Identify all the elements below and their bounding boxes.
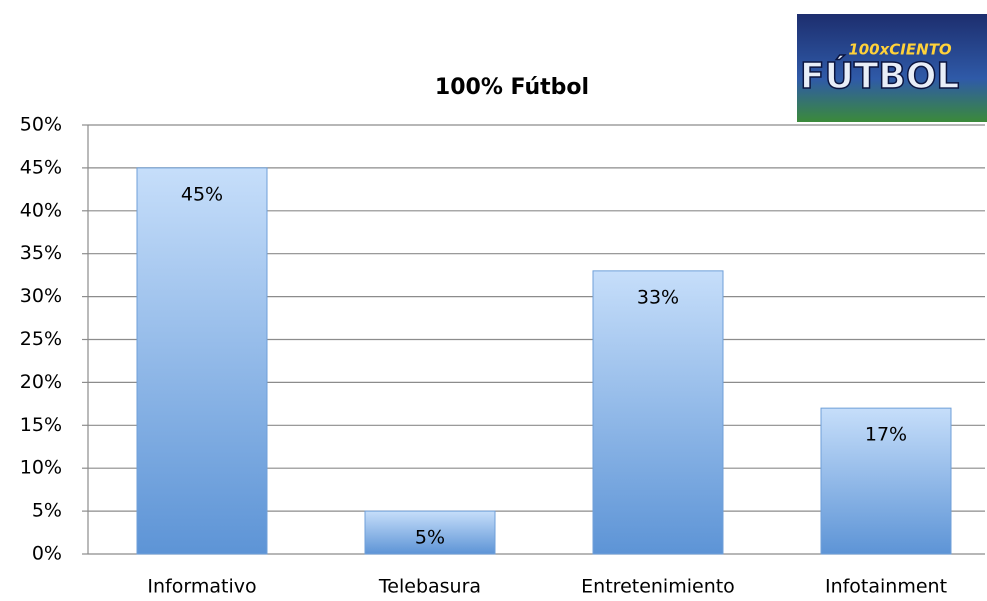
x-tick-label: Informativo: [147, 576, 256, 598]
y-tick-label: 15%: [20, 414, 62, 436]
logo-main: FÚTBOL: [800, 55, 959, 97]
y-tick-label: 5%: [32, 500, 62, 522]
y-tick-label: 10%: [20, 457, 62, 479]
y-tick-label: 30%: [20, 285, 62, 307]
y-tick-label: 40%: [20, 199, 62, 221]
x-tick-label: Telebasura: [378, 576, 481, 598]
chart-title: 100% Fútbol: [435, 75, 589, 100]
bar: [137, 168, 267, 554]
y-tick-label: 50%: [20, 114, 62, 136]
y-tick-label: 45%: [20, 156, 62, 178]
x-tick-label: Entretenimiento: [581, 576, 735, 598]
chart: 100% Fútbol 100xCIENTO FÚTBOL 0% 5% 10% 15%…: [0, 0, 987, 601]
value-label: 5%: [415, 527, 445, 549]
value-label: 45%: [181, 183, 223, 205]
x-tick-label: Infotainment: [825, 576, 947, 598]
y-tick-label: 25%: [20, 328, 62, 350]
y-tick-label: 0%: [32, 543, 62, 565]
value-label: 17%: [865, 424, 907, 446]
y-tick-label: 35%: [20, 242, 62, 264]
y-tick-label: 20%: [20, 371, 62, 393]
logo: 100xCIENTO FÚTBOL: [797, 14, 987, 122]
bar: [593, 271, 723, 554]
value-label: 33%: [637, 286, 679, 308]
